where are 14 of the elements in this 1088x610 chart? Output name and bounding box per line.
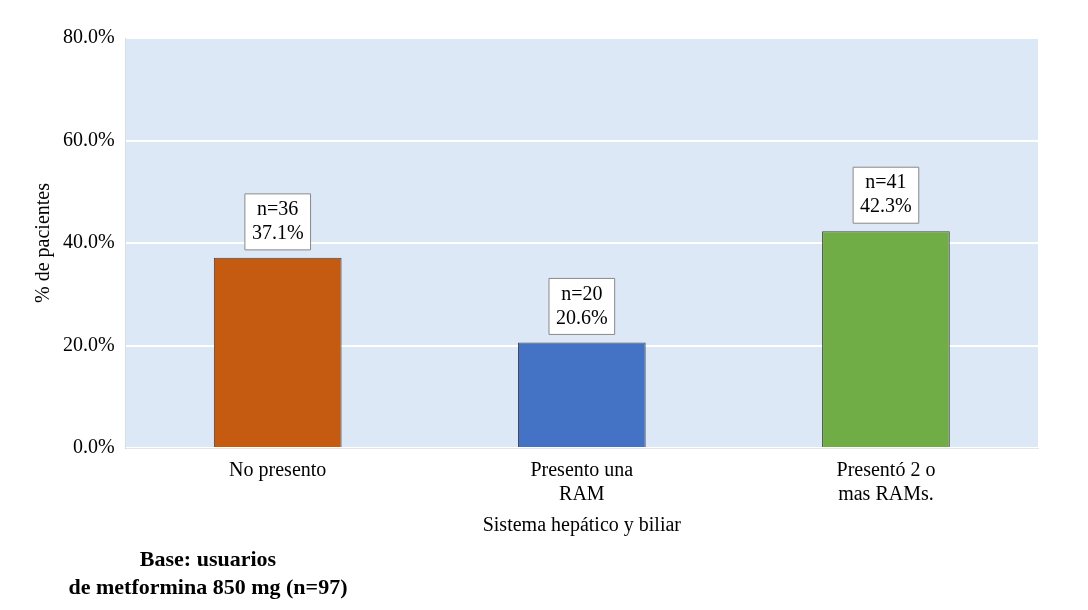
x-tick-label: Presentó 2 o mas RAMs. <box>836 458 936 505</box>
y-tick-label: 80.0% <box>62 25 115 48</box>
data-label: n=36 37.1% <box>251 197 304 244</box>
data-label: n=41 42.3% <box>860 170 912 217</box>
text: Base: usuarios de metformina 850 mg (n=97) <box>68 546 348 599</box>
y-tick-label: 60.0% <box>62 127 115 150</box>
x-axis-title: Sistema hepático y biliar <box>482 513 682 537</box>
y-tick-label: 40.0% <box>62 230 115 253</box>
x-tick-label: No presento <box>229 458 327 482</box>
data-label: n=20 20.6% <box>555 281 608 328</box>
y-tick-label: 20.0% <box>62 332 115 355</box>
x-tick-label: Presento una RAM <box>530 458 634 505</box>
y-axis-title: % de pacientes <box>31 182 55 303</box>
y-tick-label: 0.0% <box>72 435 115 458</box>
